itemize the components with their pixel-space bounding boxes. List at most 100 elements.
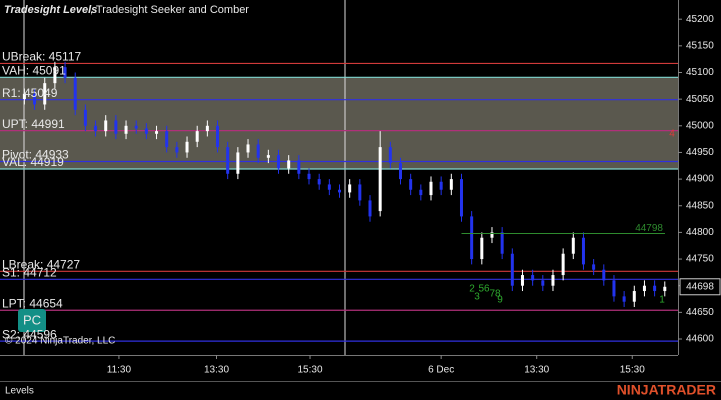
candle-body [134,125,138,129]
candle-body [409,179,413,190]
candle-body [114,120,118,134]
brand-logo: NINJATRADER [617,382,716,398]
candle-body [592,264,596,270]
candle-body [602,269,606,281]
y-tick-label: 44600 [686,334,714,345]
candle-body [581,237,585,265]
candle-body [236,152,240,174]
candle-body [358,184,362,201]
candle-body [459,179,463,217]
level-label: S2: 44596 [2,327,57,341]
candle-body [663,286,667,292]
candle-body [419,189,423,196]
y-tick-label: 45150 [686,40,714,51]
candle-body [388,147,392,164]
signal-marker: 1 [659,295,665,306]
y-tick-label: 45050 [686,94,714,105]
candle-body [266,155,270,158]
candle-body [571,237,575,254]
y-tick-label: 45200 [686,14,714,25]
candle-body [642,285,646,292]
candle-body [338,189,342,193]
y-tick-label: 45000 [686,120,714,131]
candle-body [83,109,87,126]
pc-button[interactable] [18,309,46,332]
pc-button-label[interactable]: PC [23,312,41,327]
candle-body [612,280,616,297]
candle-body [653,285,657,292]
y-tick-label: 44800 [686,227,714,238]
level-label: LPT: 44654 [2,296,63,310]
level-label: VAL: 44919 [2,155,64,169]
candle-body [195,131,199,142]
level-label: LBreak: 44727 [2,257,80,271]
candle-body [73,77,77,110]
level-label: S1: 44712 [2,265,57,279]
candle-body [216,125,220,148]
candle-body [378,147,382,212]
candle-body [22,93,26,100]
candle-body [124,125,128,134]
candle-body [490,232,494,238]
candle-body [510,253,514,286]
candle-body [520,275,524,286]
candle-body [398,163,402,180]
candle-body [500,232,504,254]
x-tick-label: 15:30 [298,365,323,376]
candle-body [63,67,67,78]
x-tick-label: 6 Dec [428,365,454,376]
level-label: UBreak: 45117 [2,50,81,64]
target-label: 44798 [635,223,663,234]
candle-body [307,173,311,180]
plot-area [0,0,678,355]
x-tick-label: 15:30 [620,365,645,376]
y-tick-label: 45100 [686,67,714,78]
x-tick-label: 13:30 [524,365,549,376]
candle-body [277,155,281,169]
y-tick-label: 44650 [686,307,714,318]
signal-marker: 2 [469,284,475,295]
candle-body [94,125,98,132]
value-area [0,77,678,169]
x-tick-label: 13:30 [204,365,229,376]
candle-body [551,275,555,286]
y-tick-label: 44950 [686,147,714,158]
level-label: UPT: 44991 [2,117,65,131]
candle-body [287,160,291,169]
signal-marker: 9 [497,295,503,306]
candle-body [632,291,636,302]
level-label: VAH: 45091 [2,63,66,77]
copyright: © 2024 NinjaTrader, LLC [5,336,115,347]
signal-marker: 78 [489,289,501,300]
candle-body [297,160,301,174]
candle-body [541,280,545,286]
candle-body [256,144,260,158]
candle-body [317,179,321,185]
y-tick-label: 44900 [686,174,714,185]
candle-body [185,141,189,153]
candle-body [327,184,331,190]
candle-body [33,93,37,105]
signal-marker: 4 [669,129,675,140]
candle-body [226,147,230,174]
candle-body [449,179,453,190]
candle-body [480,237,484,260]
candle-body [144,128,148,134]
candle-body [561,253,565,276]
level-label: Pivot: 44933 [2,148,69,162]
last-price-label: 44698 [686,281,714,292]
candle-body [205,125,209,132]
candle-body [348,184,352,193]
candle-body [439,181,443,190]
chart-title: Tradesight Levels [4,4,97,16]
candle-body [104,120,108,132]
candle-body [429,181,433,196]
y-tick-label: 44750 [686,254,714,265]
candle-body [470,216,474,260]
candle-body [175,147,179,153]
candle-body [53,67,57,84]
candle-body [155,131,159,134]
signal-marker: 3 [474,292,480,303]
candle-body [622,296,626,302]
